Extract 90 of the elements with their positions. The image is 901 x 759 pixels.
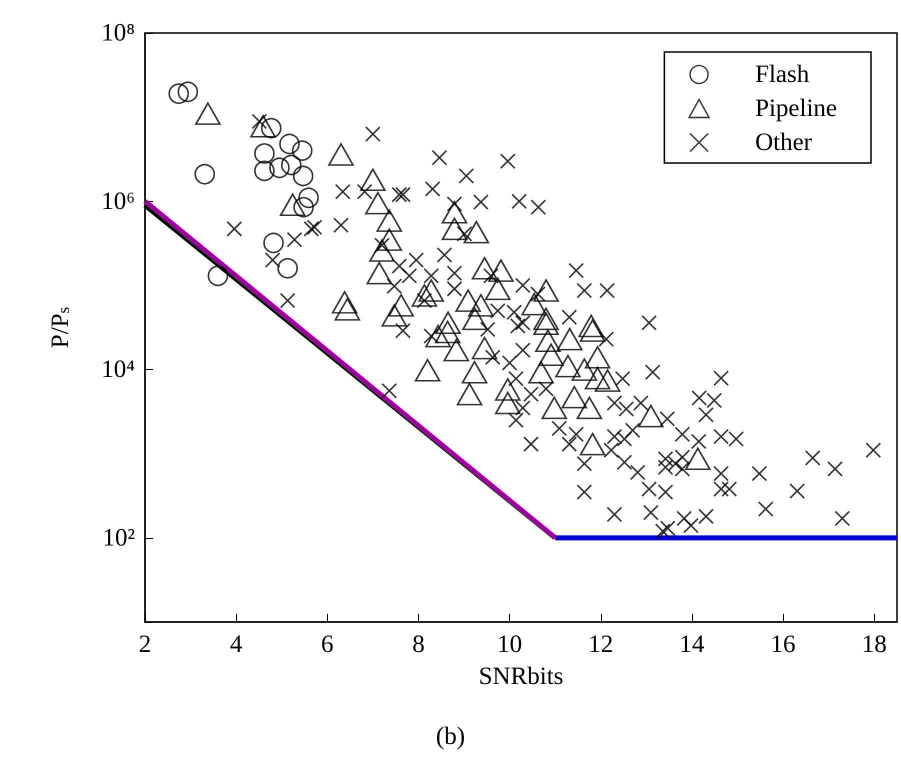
point (456, 382, 482, 406)
point (254, 143, 275, 164)
point (464, 220, 490, 244)
point (472, 256, 498, 280)
point (555, 354, 581, 378)
point (292, 166, 314, 186)
text: (b) (436, 723, 466, 750)
point (528, 360, 554, 384)
point (360, 168, 386, 192)
point (494, 392, 521, 414)
point (594, 369, 620, 392)
point (535, 329, 561, 352)
point (462, 308, 488, 330)
point (462, 360, 488, 384)
point (365, 192, 391, 214)
x-tick-label: 6 (321, 631, 334, 658)
x-tick-label: 16 (770, 631, 796, 658)
y-tick-label: 10⁶ (101, 188, 135, 215)
point (414, 359, 440, 382)
point (412, 284, 438, 307)
point (328, 143, 354, 166)
x-tick-label: 18 (862, 631, 887, 658)
point (533, 308, 559, 330)
x-axis-title: SNRbits (478, 663, 564, 690)
point (435, 311, 461, 334)
point (263, 232, 284, 254)
legend-label: Flash (755, 61, 810, 88)
point (434, 320, 460, 344)
point (484, 278, 511, 300)
x-tick-label: 10 (497, 631, 522, 658)
point (455, 289, 481, 312)
point (281, 154, 302, 176)
point (442, 218, 468, 240)
point (584, 366, 610, 390)
point (292, 140, 313, 161)
point (277, 258, 298, 279)
x-tick-label: 2 (138, 631, 152, 658)
point (194, 164, 216, 184)
y-axis-title: P/Ps (47, 306, 74, 348)
point (254, 160, 275, 182)
point (572, 358, 598, 381)
point (332, 291, 358, 314)
point (425, 324, 451, 348)
point (168, 83, 190, 104)
point (195, 102, 221, 125)
x-tick-label: 12 (588, 631, 614, 658)
point (250, 114, 276, 138)
point (562, 386, 588, 408)
point (418, 279, 444, 302)
point (533, 279, 559, 302)
point (472, 336, 498, 360)
point (366, 262, 392, 284)
point (580, 432, 606, 456)
point (279, 134, 300, 154)
point (293, 196, 314, 218)
point (494, 378, 521, 401)
point (580, 319, 606, 342)
point (488, 259, 514, 282)
point (584, 346, 610, 369)
point (369, 239, 395, 262)
point (388, 294, 414, 317)
point (298, 188, 319, 208)
point (533, 312, 559, 336)
point (685, 448, 711, 470)
legend-label: Other (755, 129, 813, 156)
point (556, 328, 583, 350)
point (269, 158, 290, 178)
point (576, 396, 602, 420)
x-tick-label: 14 (679, 631, 705, 658)
x-tick-label: 4 (230, 631, 243, 658)
point (382, 304, 408, 327)
point (638, 404, 664, 428)
x-tick-label: 8 (412, 631, 425, 658)
point (208, 266, 228, 286)
point (578, 314, 604, 338)
point (376, 209, 402, 232)
point (521, 292, 548, 316)
point (468, 294, 494, 317)
point (541, 396, 568, 420)
legend-label: Pipeline (755, 95, 838, 122)
point (442, 200, 468, 224)
point (334, 298, 360, 321)
y-tick-label: 10⁴ (101, 356, 136, 384)
point (178, 82, 198, 102)
point (280, 193, 306, 216)
point (443, 338, 470, 362)
y-tick-label: 10⁸ (101, 20, 135, 46)
y-tick-label: 10² (102, 524, 135, 552)
point (538, 343, 564, 366)
point (376, 228, 402, 251)
